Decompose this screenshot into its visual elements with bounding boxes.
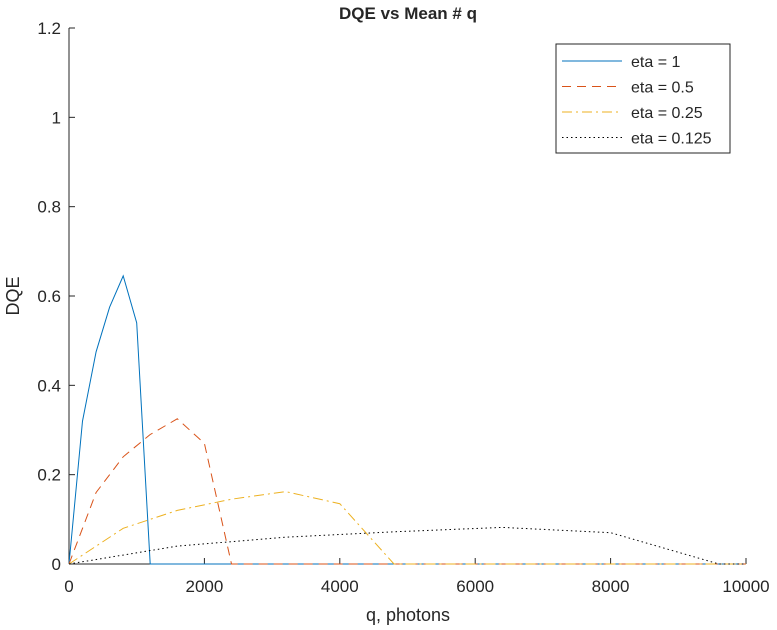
y-tick-label: 0.8 [37,198,61,217]
series-line-4 [68,526,746,565]
series-line-2 [68,418,746,565]
series-line-3 [68,491,746,565]
plot-area: 0 2000 4000 6000 8000 10000 0 0.2 0.4 0.6 0.8 1 1.2 [37,19,769,596]
y-tick-label: 0.6 [37,287,61,306]
legend-label-2: eta = 0.5 [631,80,694,97]
y-tick-label: 0 [52,555,61,574]
x-tick-label: 8000 [592,577,630,596]
legend-label-4: eta = 0.125 [631,131,712,148]
x-tick-label: 4000 [321,577,359,596]
y-tick-label: 1.2 [37,19,61,38]
x-tick-label: 10000 [722,577,769,596]
x-axis-label: q, photons [366,605,450,625]
legend-items: eta = 1 eta = 0.5 eta = 0.25 eta = 0.125 [562,54,712,148]
axis-ticks: 0 2000 4000 6000 8000 10000 0 0.2 0.4 0.6 0.8 1 1.2 [37,19,769,596]
y-tick-label: 1 [52,108,61,127]
legend-box [555,43,731,154]
y-tick-label: 0.2 [37,466,61,485]
x-tick-label: 2000 [185,577,223,596]
chart-title: DQE vs Mean # q [339,4,477,23]
y-tick-label: 0.4 [37,376,61,395]
x-tick-label: 6000 [456,577,494,596]
legend-label-3: eta = 0.25 [631,105,703,122]
y-axis-label: DQE [3,276,23,315]
legend-label-1: eta = 1 [631,54,680,71]
series-line-1 [68,274,746,565]
series-lines [68,274,746,565]
x-tick-label: 0 [64,577,73,596]
legend: eta = 1 eta = 0.5 eta = 0.25 eta = 0.125 [555,43,731,154]
